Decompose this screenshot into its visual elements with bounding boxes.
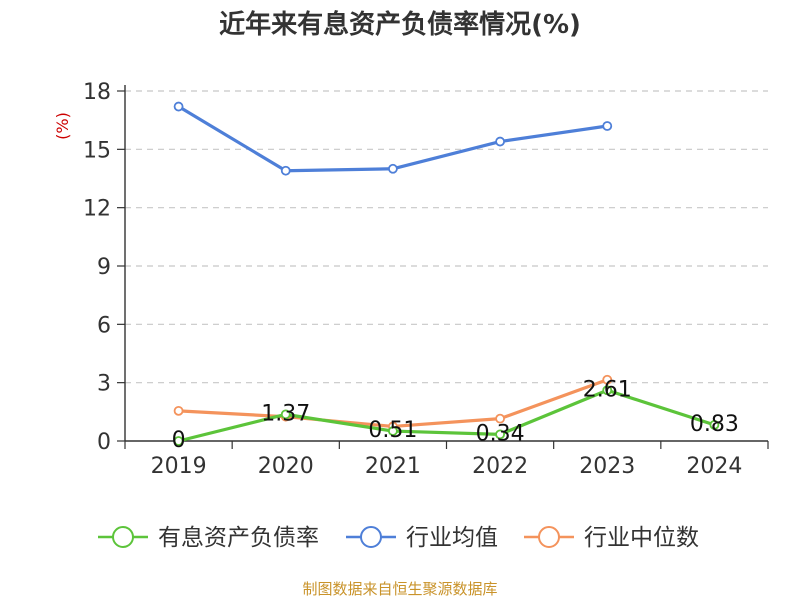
legend-marker xyxy=(538,526,560,548)
data-point xyxy=(173,405,184,416)
data-label: 0.83 xyxy=(690,412,739,437)
x-tick-label: 2024 xyxy=(686,454,742,479)
x-tick-label: 2023 xyxy=(579,454,635,479)
x-tick-label: 2020 xyxy=(258,454,314,479)
chart-title: 近年来有息资产负债率情况(%) xyxy=(219,10,581,40)
series-line xyxy=(177,105,608,173)
legend-marker xyxy=(360,526,382,548)
y-tick-label: 0 xyxy=(97,430,111,455)
data-point xyxy=(173,436,184,446)
data-point xyxy=(388,426,398,436)
y-tick-label: 12 xyxy=(83,197,111,222)
data-label: 0.34 xyxy=(476,421,525,446)
series-line xyxy=(178,388,715,443)
source-note: 制图数据来自恒生聚源数据库 xyxy=(302,580,498,598)
data-point xyxy=(709,419,720,430)
y-tick-label: 9 xyxy=(97,255,111,280)
data-point xyxy=(602,121,613,131)
data-point xyxy=(495,413,505,424)
y-axis-label: (%) xyxy=(53,112,72,140)
x-tick-label: 2021 xyxy=(365,454,421,479)
data-point xyxy=(602,374,613,385)
data-label: 1.37 xyxy=(261,401,310,426)
legend-label: 有息资产负债率 xyxy=(158,525,319,551)
data-label: 2.61 xyxy=(583,377,632,402)
data-point xyxy=(388,163,398,174)
data-label: 0 xyxy=(172,428,186,453)
data-point xyxy=(280,409,291,420)
y-tick-label: 18 xyxy=(83,80,111,105)
x-tick-label: 2019 xyxy=(151,454,207,479)
data-point xyxy=(280,165,291,176)
data-point xyxy=(495,429,505,440)
data-point xyxy=(602,385,613,396)
legend-label: 行业均值 xyxy=(406,525,498,551)
y-tick-label: 6 xyxy=(97,313,111,338)
legend-marker xyxy=(112,526,134,548)
x-tick-label: 2022 xyxy=(472,454,528,479)
data-label: 0.51 xyxy=(368,418,417,443)
y-tick-label: 3 xyxy=(97,372,111,397)
legend-label: 行业中位数 xyxy=(584,525,699,551)
data-point xyxy=(495,136,505,147)
y-tick-label: 15 xyxy=(83,138,111,163)
data-point xyxy=(173,101,184,112)
